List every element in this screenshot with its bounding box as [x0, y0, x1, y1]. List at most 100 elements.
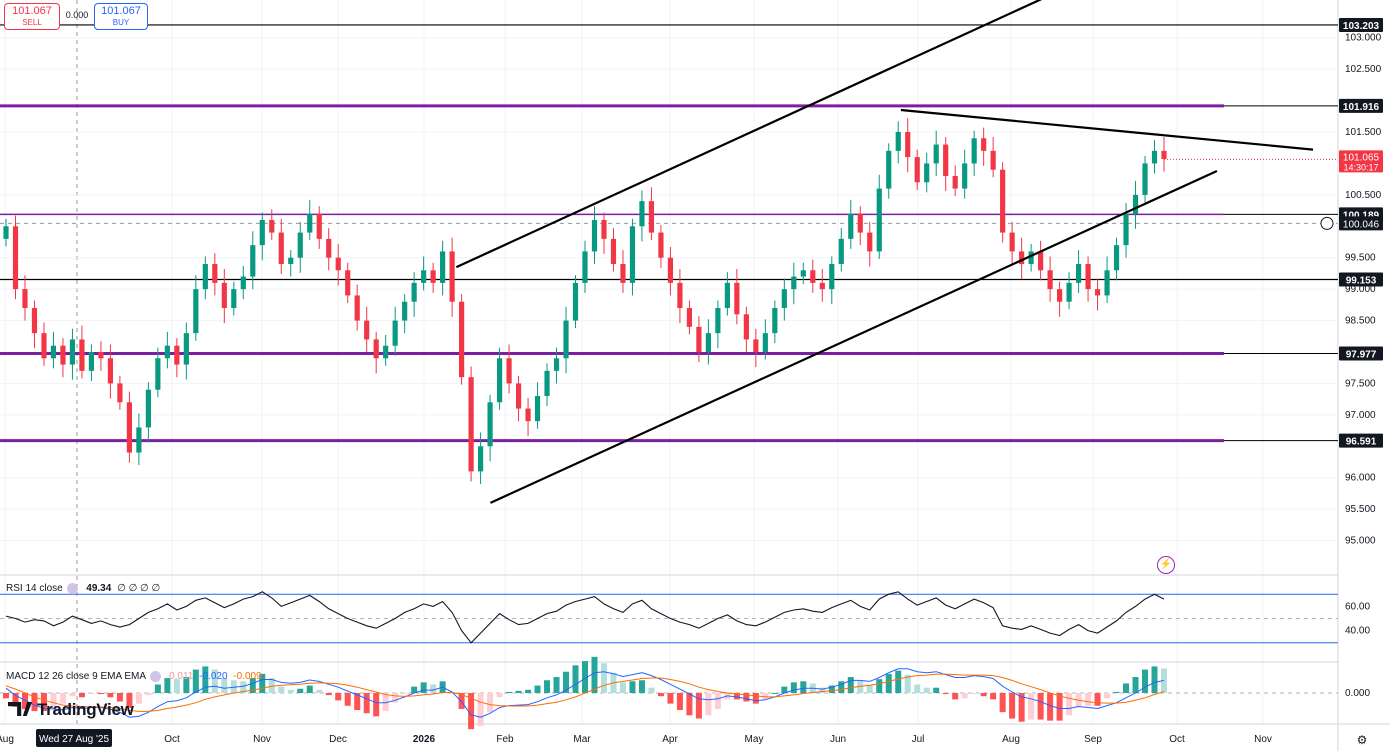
- candle-body: [202, 264, 208, 290]
- macd-histogram-bar: [230, 680, 237, 693]
- buy-label: BUY: [112, 18, 130, 27]
- rsi-tick-label: 60.00: [1345, 601, 1370, 612]
- rsi-line: [5, 591, 1165, 644]
- candle-body: [696, 326, 702, 352]
- candle-body: [269, 220, 275, 233]
- x-tick-label: Oct: [1169, 734, 1185, 745]
- price-tick-label: 103.000: [1345, 33, 1382, 44]
- macd-histogram-bar: [705, 693, 712, 716]
- candle-body: [345, 270, 351, 296]
- macd-histogram-bar: [249, 678, 256, 693]
- lightning-icon[interactable]: ⚡: [1157, 556, 1175, 574]
- x-tick-label: Aug: [0, 734, 14, 745]
- rsi-settings-icon[interactable]: [67, 583, 79, 594]
- candle-body: [1085, 264, 1091, 290]
- macd-settings-icon[interactable]: [150, 671, 162, 682]
- macd-histogram-bar: [885, 673, 892, 693]
- macd-histogram-bar: [506, 691, 513, 693]
- candle-body: [107, 358, 113, 384]
- level-label: 99.153: [1346, 276, 1377, 287]
- candle-body: [667, 257, 674, 283]
- candle-body: [145, 389, 151, 428]
- macd-histogram-bar: [942, 693, 949, 695]
- macd-histogram-bar: [335, 693, 342, 701]
- resistance-falling: [900, 108, 1314, 151]
- candle-body: [819, 282, 825, 290]
- macd-histogram-bar: [1037, 693, 1044, 720]
- buy-button[interactable]: 101.067 BUY: [94, 3, 148, 30]
- candle-body: [88, 352, 95, 371]
- candle-body: [857, 213, 863, 233]
- macd-histogram-bar: [752, 693, 759, 704]
- candle-body: [829, 264, 835, 290]
- x-tick-label: Oct: [164, 734, 180, 745]
- candle-body: [506, 358, 512, 384]
- macd-histogram-bar: [847, 677, 854, 693]
- candle-body: [1161, 150, 1167, 160]
- sell-button[interactable]: 101.067 SELL: [4, 3, 60, 30]
- macd-histogram-bar: [990, 693, 997, 700]
- candle-body: [981, 138, 987, 151]
- rsi-legend[interactable]: RSI 14 close 49.34 ∅ ∅ ∅ ∅: [6, 583, 160, 594]
- macd-histogram-bar: [306, 685, 313, 693]
- price-axis[interactable]: 103.000 102.500 101.500 100.500 99.500 99.000…: [1320, 17, 1383, 699]
- macd-histogram-bar: [1056, 693, 1063, 721]
- macd-histogram-bar: [12, 693, 19, 707]
- price-tick-label: 99.000: [1345, 284, 1376, 295]
- macd-histogram-bar: [676, 693, 683, 711]
- macd-legend[interactable]: MACD 12 26 close 9 EMA EMA 0.011 -0.020 …: [6, 671, 262, 682]
- level-badge: [1339, 98, 1383, 113]
- macd-histogram-bar: [411, 686, 418, 693]
- grid: [0, 0, 1338, 724]
- candle-body: [838, 238, 844, 264]
- macd-histogram-bar: [800, 681, 807, 693]
- candle-body: [544, 370, 550, 396]
- candle-body: [1038, 251, 1044, 271]
- level-badge: [1339, 17, 1383, 32]
- trendlines[interactable]: [455, 0, 1314, 504]
- x-tick-label: 2026: [413, 734, 436, 745]
- macd-histogram-bar: [971, 693, 978, 695]
- crosshair-date: Wed 27 Aug '25: [39, 734, 110, 745]
- candle-body: [800, 270, 806, 277]
- candle-body: [98, 352, 104, 359]
- candle-body: [620, 264, 626, 283]
- candle-body: [553, 358, 560, 371]
- price-tick-label: 100.500: [1345, 190, 1382, 201]
- macd-histogram-bar: [192, 669, 199, 693]
- macd-histogram-bar: [1151, 666, 1158, 693]
- candle-body: [278, 232, 284, 264]
- candle-body: [335, 257, 341, 271]
- macd-histogram-bar: [1028, 693, 1035, 720]
- macd-histogram-bar: [21, 693, 28, 709]
- candle-body: [1066, 282, 1072, 302]
- macd-pane: [0, 656, 1338, 730]
- tradingview-logo[interactable]: TradingView: [8, 700, 134, 720]
- signal-line: [5, 673, 1165, 712]
- candle-body: [12, 226, 19, 290]
- macd-histogram-bar: [999, 693, 1006, 713]
- macd-value-hist: 0.011: [169, 671, 194, 683]
- macd-histogram-bar: [458, 693, 465, 709]
- gear-icon[interactable]: ⚙: [1356, 733, 1368, 747]
- macd-histogram-bar: [1047, 693, 1054, 721]
- macd-name: MACD 12 26 close 9 EMA EMA: [6, 671, 146, 683]
- candle-body: [449, 251, 455, 302]
- countdown: 14:30:17: [1343, 162, 1378, 172]
- macd-histogram-bar: [145, 693, 152, 696]
- candle-body: [231, 289, 237, 308]
- macd-histogram-bar: [904, 674, 911, 693]
- macd-histogram-bar: [923, 687, 930, 693]
- crosshair-price: 100.046: [1343, 219, 1380, 230]
- channel-lower: [489, 169, 1218, 504]
- crosshair-price-badge: [1339, 216, 1383, 231]
- time-axis[interactable]: Aug Oct Nov Dec 2026 Feb Mar Apr May Jun Jul Aug Sep…: [0, 729, 1272, 747]
- plus-icon: [1320, 216, 1334, 230]
- candle-body: [1104, 270, 1110, 296]
- level-label: 96.591: [1346, 437, 1377, 448]
- candle-body: [392, 320, 398, 346]
- macd-histogram-bar: [582, 661, 588, 693]
- candle-body: [1113, 245, 1120, 271]
